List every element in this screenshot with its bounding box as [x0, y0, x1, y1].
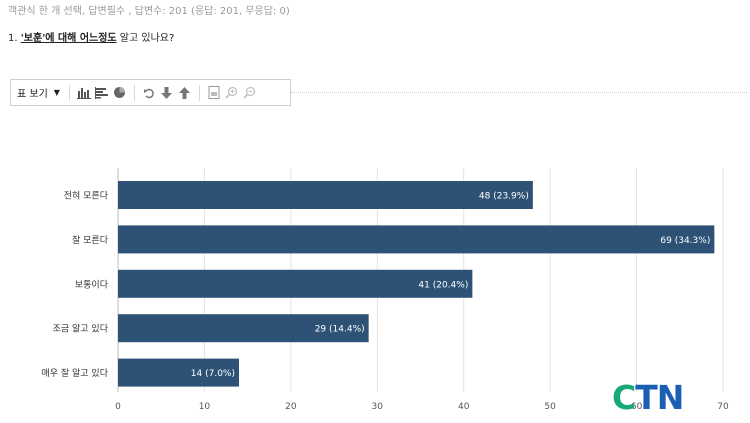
bar: [118, 269, 473, 298]
data-label: 41 (20.4%): [418, 280, 468, 290]
question-suffix: 알고 있나요?: [116, 33, 175, 44]
view-table-label: 표 보기: [17, 89, 48, 100]
category-label: 보통이다: [75, 279, 109, 290]
move-down-icon[interactable]: [158, 84, 176, 102]
toolbar-divider: [198, 84, 200, 101]
horizontal-bar-chart-icon[interactable]: [93, 84, 111, 102]
logo-tn: TN: [635, 378, 684, 417]
bar: [118, 314, 369, 343]
toolbar-divider: [133, 84, 135, 101]
ctn-logo: CTN: [612, 378, 684, 417]
question-prefix: 1.: [8, 33, 21, 44]
bar-chart-icon[interactable]: [75, 84, 93, 102]
data-label: 14 (7.0%): [191, 369, 235, 379]
x-tick-label: 60: [631, 402, 643, 412]
category-label: 조금 알고 있다: [53, 323, 109, 335]
x-tick-label: 0: [115, 402, 121, 412]
question-title: 1. '보훈'에 대해 어느정도 알고 있나요?: [8, 29, 174, 44]
bars: 48 (23.9%) 69 (34.3%) 41 (20.4%) 29 (14.4%)…: [118, 181, 715, 387]
toolbar-divider-line: [291, 92, 747, 93]
chevron-down-icon: ▼: [53, 88, 60, 97]
zoom-out-icon[interactable]: [241, 84, 259, 102]
toolbar-divider: [68, 84, 70, 101]
meta-line: 객관식 한 개 선택, 답변필수 , 답변수: 201 (응답: 201, 무응…: [8, 6, 290, 17]
zoom-in-icon[interactable]: [223, 84, 241, 102]
export-icon[interactable]: [205, 84, 223, 102]
category-label: 잘 모른다: [72, 234, 109, 246]
data-label: 29 (14.4%): [315, 325, 365, 335]
category-label: 전혀 모른다: [64, 191, 109, 202]
data-label: 48 (23.9%): [479, 192, 529, 202]
question-keyword: '보훈'에 대해 어느정도: [20, 33, 117, 44]
move-up-icon[interactable]: [176, 84, 194, 102]
bar: [118, 181, 533, 209]
x-tick-label: 70: [717, 402, 729, 412]
logo-c: C: [612, 378, 636, 417]
bar: [118, 358, 239, 387]
undo-icon[interactable]: [140, 84, 158, 102]
pie-chart-icon[interactable]: [111, 84, 129, 102]
x-axis-ticks: 0 10 20 30 40 50 60 70: [115, 402, 729, 412]
x-tick-label: 10: [199, 402, 211, 412]
data-label: 69 (34.3%): [660, 236, 710, 246]
x-tick-label: 20: [285, 402, 297, 412]
x-tick-label: 30: [372, 402, 384, 412]
chart-toolbar: 표 보기 ▼: [10, 79, 291, 106]
x-tick-label: 40: [458, 402, 470, 412]
x-tick-label: 50: [544, 402, 556, 412]
bar: [118, 225, 715, 254]
category-label: 매우 잘 알고 있다: [41, 367, 108, 379]
view-table-dropdown[interactable]: 표 보기 ▼: [17, 85, 60, 100]
